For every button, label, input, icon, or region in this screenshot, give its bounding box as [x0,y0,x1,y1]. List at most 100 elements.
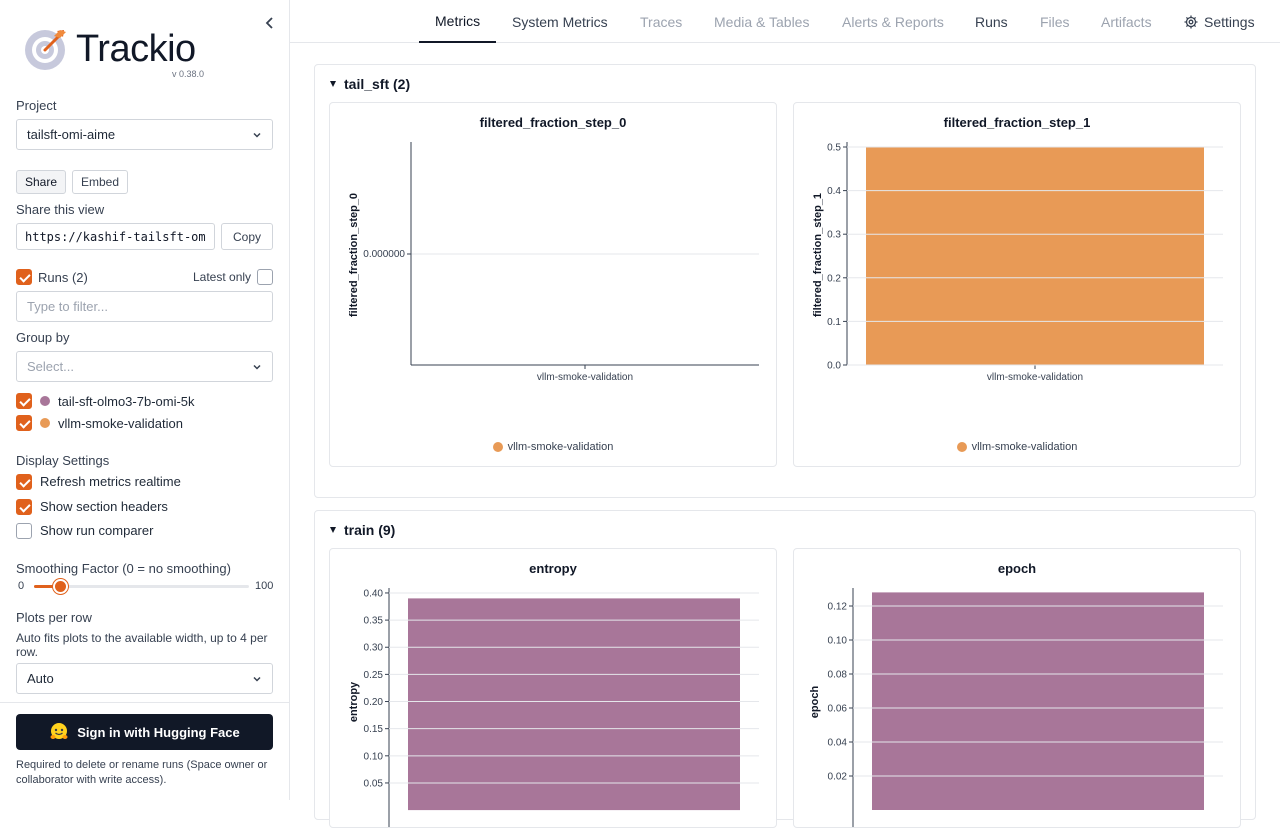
hugging-face-icon [50,723,68,739]
run-checkbox[interactable] [16,415,32,431]
latest-only-checkbox[interactable] [257,269,273,285]
y-tick-label: 0.05 [364,778,384,789]
display-settings-label: Display Settings [16,453,110,468]
y-axis-label: epoch [809,686,821,719]
top-nav: Metrics System Metrics Traces Media & Ta… [290,0,1280,43]
y-tick-label: 0.06 [828,704,848,715]
section-title: train (9) [344,522,396,538]
brand-name: Trackio [76,28,196,70]
section-train: train (9) entropy entropy 0.05 0.10 0.15 0.… [314,510,1256,828]
plot-card: filtered_fraction_step_1 filtered_fracti… [793,102,1241,467]
collapse-triangle-icon [330,81,336,87]
gear-icon [1184,15,1198,28]
y-tick-label: 0.40 [364,588,384,599]
project-select[interactable]: tailsft-omi-aime [16,119,273,150]
section-header[interactable]: train (9) [330,522,395,538]
project-value: tailsft-omi-aime [27,127,116,142]
y-tick-label: 0.20 [364,697,384,708]
share-tab[interactable]: Share [16,170,66,194]
chart-entropy[interactable]: entropy 0.05 0.10 0.15 0.20 0.25 0.30 0.35 0.40 [330,549,776,827]
run-name[interactable]: vllm-smoke-validation [58,416,183,431]
y-tick-label: 0.04 [828,738,848,749]
share-url-field[interactable]: https://kashif-tailsft-om [16,223,215,250]
tab-settings[interactable]: Settings [1184,0,1255,43]
sign-in-button[interactable]: Sign in with Hugging Face [16,714,273,750]
run-checkbox[interactable] [16,393,32,409]
share-view-label: Share this view [16,202,105,217]
runs-select-all-checkbox[interactable] [16,269,32,285]
group-by-select[interactable]: Select... [16,351,273,382]
tab-system-metrics[interactable]: System Metrics [512,13,608,30]
tab-settings-label: Settings [1204,13,1255,30]
legend-label: vllm-smoke-validation [507,441,614,453]
x-tick-label: vllm-smoke-validation [537,372,633,383]
plots-per-row-label: Plots per row [16,610,92,625]
y-tick-label: 0.30 [364,643,384,654]
y-tick-label: 0.35 [364,616,384,627]
group-by-label: Group by [16,330,70,345]
smoothing-max: 100 [255,580,274,592]
run-comparer-label: Show run comparer [40,523,154,538]
plot-card: epoch epoch 0.02 0.04 0.06 0.08 0.10 0.12 [793,548,1241,828]
run-filter-input[interactable]: Type to filter... [16,291,273,322]
tab-metrics[interactable]: Metrics [419,0,497,43]
y-tick-label: 0.3 [827,230,841,241]
legend-label: vllm-smoke-validation [971,441,1078,453]
smoothing-slider[interactable] [34,579,249,594]
slider-handle[interactable] [52,579,68,594]
plot-card: entropy entropy 0.05 0.10 0.15 0.20 0.25 0.30… [329,548,777,828]
copy-button[interactable]: Copy [221,223,273,250]
plot-title: filtered_fraction_step_1 [943,115,1091,130]
run-name[interactable]: tail-sft-olmo3-7b-omi-5k [58,394,195,409]
latest-only-label: Latest only [193,270,252,284]
y-tick-label: 0.02 [828,772,848,783]
y-tick-label: 0.5 [827,143,841,154]
chevron-down-icon [253,132,261,138]
run-color-dot [40,418,50,428]
tab-alerts-reports[interactable]: Alerts & Reports [842,13,944,30]
section-tail-sft: tail_sft (2) filtered_fraction_step_0 fi… [314,64,1256,498]
chart-epoch[interactable]: epoch 0.02 0.04 0.06 0.08 0.10 0.12 [794,549,1240,827]
group-by-placeholder: Select... [27,359,74,374]
y-axis-label: filtered_fraction_step_0 [348,193,360,317]
y-tick-label: 0.10 [364,751,384,762]
embed-tab[interactable]: Embed [72,170,128,194]
legend-dot [956,442,967,452]
plots-per-row-select[interactable]: Auto [16,663,273,694]
tab-media-tables[interactable]: Media & Tables [714,13,810,30]
tab-runs[interactable]: Runs [975,13,1008,30]
section-headers-checkbox[interactable] [16,499,32,515]
slider-fill [34,585,60,588]
version-label: v 0.38.0 [172,69,205,79]
collapse-triangle-icon [330,527,336,533]
tab-traces[interactable]: Traces [640,13,683,30]
y-tick-label: 0.4 [827,186,841,197]
section-headers-label: Show section headers [40,499,168,514]
project-label: Project [16,98,57,113]
sign-in-label: Sign in with Hugging Face [77,724,240,740]
chart-filtered-fraction-step-0[interactable]: filtered_fraction_step_0 0.000000 vllm-s… [330,103,776,466]
tab-files[interactable]: Files [1040,13,1070,30]
refresh-realtime-checkbox[interactable] [16,474,32,490]
y-axis-label: filtered_fraction_step_1 [812,193,824,317]
run-comparer-checkbox[interactable] [16,523,32,539]
chevron-down-icon [253,364,261,370]
chevron-left-icon[interactable] [262,15,276,31]
sign-in-note: Required to delete or rename runs (Space… [16,759,268,786]
smoothing-min: 0 [18,580,25,592]
plot-title: filtered_fraction_step_0 [479,115,627,130]
y-tick-label: 0.08 [828,670,848,681]
legend: vllm-smoke-validation [794,441,1240,453]
y-tick-label: 0.15 [364,724,384,735]
chart-filtered-fraction-step-1[interactable]: filtered_fraction_step_1 vllm-smoke-vali… [794,103,1240,466]
section-title: tail_sft (2) [344,76,411,92]
divider [0,702,289,703]
tab-artifacts[interactable]: Artifacts [1101,13,1152,30]
plot-title: entropy [529,561,577,576]
x-tick-label: vllm-smoke-validation [987,372,1083,383]
plot-card: filtered_fraction_step_0 filtered_fracti… [329,102,777,467]
section-header[interactable]: tail_sft (2) [330,76,410,92]
y-axis-label: entropy [348,681,360,722]
y-tick-label: 0.1 [827,317,841,328]
sidebar: Trackio v 0.38.0 Project tailsft-omi-aim… [0,0,290,800]
